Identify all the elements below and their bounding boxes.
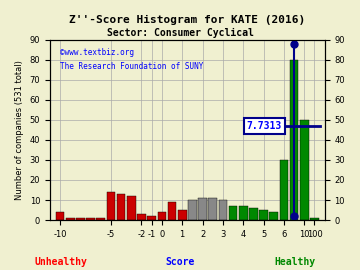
Bar xyxy=(249,208,258,220)
Bar xyxy=(198,198,207,220)
Bar xyxy=(188,200,197,220)
Text: Unhealthy: Unhealthy xyxy=(35,256,87,266)
Bar xyxy=(107,192,115,220)
Bar xyxy=(66,218,75,220)
Text: Score: Score xyxy=(165,256,195,266)
Bar xyxy=(56,212,64,220)
Text: 7.7313: 7.7313 xyxy=(247,121,282,131)
Bar xyxy=(310,218,319,220)
Bar xyxy=(96,218,105,220)
Text: Healthy: Healthy xyxy=(275,256,316,266)
Bar xyxy=(86,218,95,220)
Bar xyxy=(117,194,125,220)
Text: The Research Foundation of SUNY: The Research Foundation of SUNY xyxy=(60,62,203,71)
Bar xyxy=(168,202,176,220)
Bar xyxy=(269,212,278,220)
Bar xyxy=(239,206,248,220)
Bar xyxy=(229,206,237,220)
Bar xyxy=(219,200,227,220)
Bar xyxy=(147,216,156,220)
Y-axis label: Number of companies (531 total): Number of companies (531 total) xyxy=(15,60,24,200)
Bar xyxy=(178,210,186,220)
Text: ©www.textbiz.org: ©www.textbiz.org xyxy=(60,48,134,57)
Bar xyxy=(137,214,146,220)
Bar xyxy=(127,196,136,220)
Bar xyxy=(76,218,85,220)
Title: Z''-Score Histogram for KATE (2016): Z''-Score Histogram for KATE (2016) xyxy=(69,15,305,25)
Bar xyxy=(158,212,166,220)
Bar xyxy=(259,210,268,220)
Bar xyxy=(290,60,298,220)
Bar xyxy=(280,160,288,220)
Text: Sector: Consumer Cyclical: Sector: Consumer Cyclical xyxy=(107,28,253,38)
Bar xyxy=(208,198,217,220)
Bar xyxy=(300,120,309,220)
